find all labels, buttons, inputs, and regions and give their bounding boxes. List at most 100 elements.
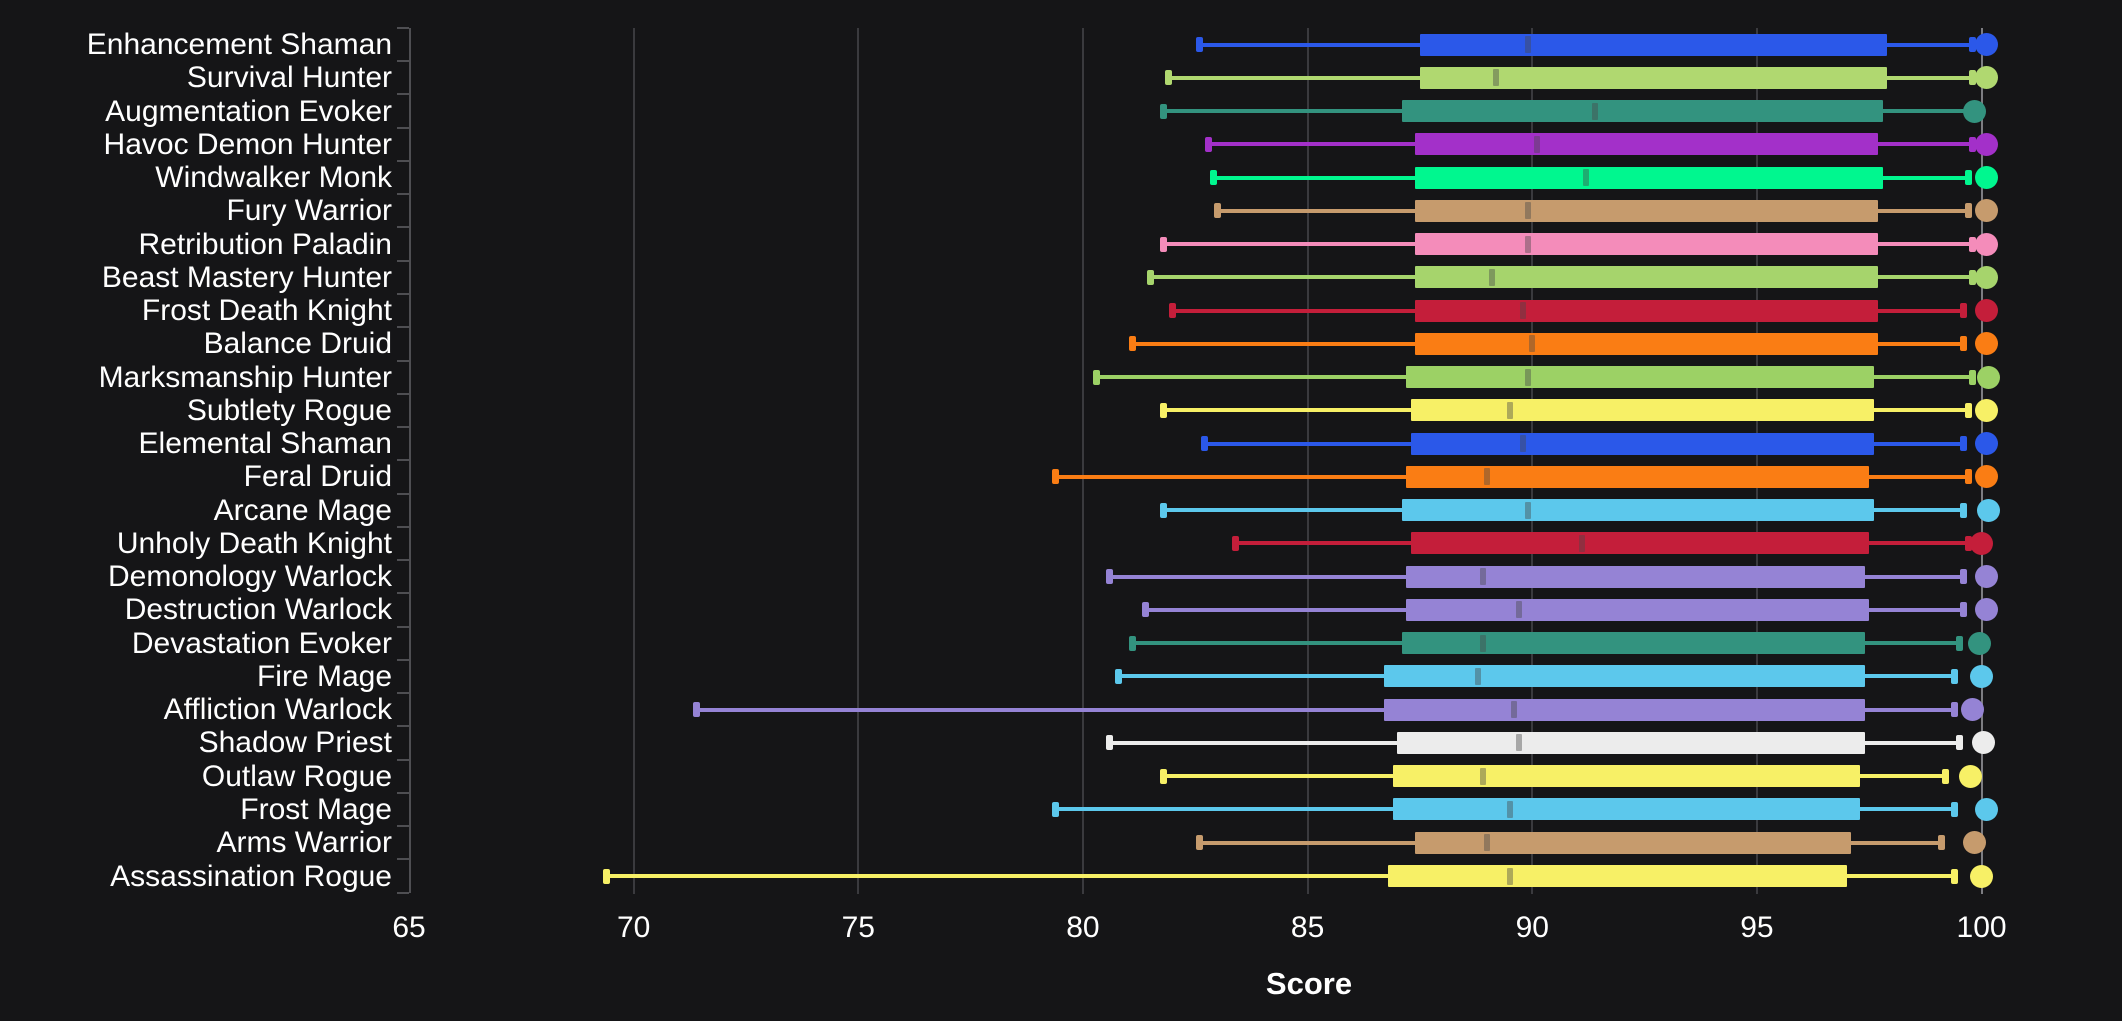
whisker-cap-min xyxy=(1092,369,1100,385)
y-axis-tick xyxy=(397,758,409,761)
iqr-box[interactable] xyxy=(1388,865,1847,887)
whisker-cap-max xyxy=(1964,203,1972,219)
category-label: Assassination Rogue xyxy=(110,859,392,893)
median-line xyxy=(1524,235,1531,253)
outlier-dot[interactable] xyxy=(1974,199,1998,223)
outlier-dot[interactable] xyxy=(1974,132,1998,156)
whisker-cap-min xyxy=(603,868,611,884)
y-axis-tick xyxy=(397,93,409,96)
outlier-dot[interactable] xyxy=(1974,432,1998,456)
iqr-box[interactable] xyxy=(1415,233,1879,256)
whisker-cap-min xyxy=(1106,735,1114,751)
y-axis-tick xyxy=(397,825,409,828)
y-axis-tick xyxy=(397,426,409,429)
iqr-box[interactable] xyxy=(1415,166,1883,189)
category-label: Feral Druid xyxy=(243,460,392,494)
median-line xyxy=(1524,202,1531,220)
whisker-cap-min xyxy=(1160,502,1168,518)
iqr-box[interactable] xyxy=(1401,632,1865,655)
y-axis-tick xyxy=(397,26,409,29)
outlier-dot[interactable] xyxy=(1974,465,1998,489)
category-label: Marksmanship Hunter xyxy=(98,360,392,394)
median-line xyxy=(1506,800,1513,818)
whisker-cap-min xyxy=(1232,535,1240,551)
whisker-cap-max xyxy=(1955,735,1963,751)
outlier-dot[interactable] xyxy=(1972,731,1996,755)
category-label: Windwalker Monk xyxy=(155,161,392,195)
outlier-dot[interactable] xyxy=(1974,565,1998,589)
iqr-box[interactable] xyxy=(1415,199,1879,222)
iqr-box[interactable] xyxy=(1401,100,1883,123)
outlier-dot[interactable] xyxy=(1974,232,1998,256)
category-label: Destruction Warlock xyxy=(124,593,392,627)
iqr-box[interactable] xyxy=(1415,332,1879,355)
whisker xyxy=(606,874,1955,878)
iqr-box[interactable] xyxy=(1419,66,1888,89)
gridline-80 xyxy=(1081,28,1084,894)
y-axis-tick xyxy=(397,559,409,562)
outlier-dot[interactable] xyxy=(1961,698,1985,722)
outlier-dot[interactable] xyxy=(1970,864,1994,888)
iqr-box[interactable] xyxy=(1410,399,1874,422)
y-axis-tick xyxy=(397,891,409,894)
outlier-dot[interactable] xyxy=(1976,365,2000,389)
outlier-dot[interactable] xyxy=(1974,33,1998,56)
iqr-box[interactable] xyxy=(1392,765,1861,788)
outlier-dot[interactable] xyxy=(1967,631,1991,655)
outlier-dot[interactable] xyxy=(1974,299,1998,323)
iqr-box[interactable] xyxy=(1401,499,1874,522)
whisker-cap-max xyxy=(1960,569,1968,585)
whisker-cap-min xyxy=(1160,236,1168,252)
outlier-dot[interactable] xyxy=(1974,398,1998,422)
outlier-dot[interactable] xyxy=(1970,664,1994,688)
iqr-box[interactable] xyxy=(1415,133,1879,156)
iqr-box[interactable] xyxy=(1415,266,1879,289)
iqr-box[interactable] xyxy=(1406,465,1870,488)
gridline-95 xyxy=(1755,28,1758,894)
outlier-dot[interactable] xyxy=(1970,531,1994,555)
outlier-dot[interactable] xyxy=(1963,99,1987,123)
y-axis-tick xyxy=(397,858,409,861)
x-tick-label-75: 75 xyxy=(841,911,875,944)
x-tick-label-95: 95 xyxy=(1740,911,1774,944)
category-label: Enhancement Shaman xyxy=(86,28,392,61)
category-label: Affliction Warlock xyxy=(163,693,392,727)
whisker-cap-min xyxy=(1196,835,1204,851)
whisker-cap-max xyxy=(1951,801,1959,817)
y-axis-tick xyxy=(397,226,409,229)
whisker-cap-min xyxy=(1142,602,1150,618)
median-line xyxy=(1488,268,1495,286)
outlier-dot[interactable] xyxy=(1974,265,1998,289)
iqr-box[interactable] xyxy=(1392,798,1861,821)
outlier-dot[interactable] xyxy=(1974,598,1998,622)
y-axis-tick xyxy=(397,625,409,628)
whisker-cap-min xyxy=(1196,37,1204,52)
outlier-dot[interactable] xyxy=(1974,797,1998,821)
iqr-box[interactable] xyxy=(1415,831,1852,854)
median-line xyxy=(1479,568,1486,586)
iqr-box[interactable] xyxy=(1410,432,1874,455)
whisker xyxy=(696,707,1955,712)
outlier-dot[interactable] xyxy=(1974,332,1998,356)
y-axis-tick xyxy=(397,525,409,528)
y-axis-tick xyxy=(397,592,409,595)
iqr-box[interactable] xyxy=(1406,565,1865,588)
median-line xyxy=(1520,302,1527,320)
whisker-cap-max xyxy=(1951,702,1959,718)
iqr-box[interactable] xyxy=(1383,698,1865,721)
iqr-box[interactable] xyxy=(1406,366,1874,389)
outlier-dot[interactable] xyxy=(1976,498,2000,522)
iqr-box[interactable] xyxy=(1383,665,1865,688)
outlier-dot[interactable] xyxy=(1958,764,1982,788)
outlier-dot[interactable] xyxy=(1963,831,1987,855)
outlier-dot[interactable] xyxy=(1974,66,1998,90)
whisker-cap-min xyxy=(1128,336,1136,352)
iqr-box[interactable] xyxy=(1397,731,1865,754)
iqr-box[interactable] xyxy=(1410,532,1870,555)
median-line xyxy=(1484,468,1491,486)
iqr-box[interactable] xyxy=(1406,598,1870,621)
iqr-box[interactable] xyxy=(1419,33,1888,56)
x-tick-label-80: 80 xyxy=(1066,911,1100,944)
iqr-box[interactable] xyxy=(1415,299,1879,322)
outlier-dot[interactable] xyxy=(1974,166,1998,190)
